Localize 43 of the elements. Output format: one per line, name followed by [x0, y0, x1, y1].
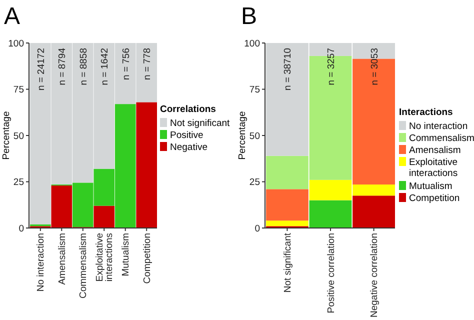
x-tick-label: Not significant: [282, 232, 294, 293]
y-axis-title: Percentage: [1, 111, 12, 160]
y-tick-label: 0: [18, 223, 24, 234]
x-tick-label: Amensalism: [56, 232, 68, 285]
annotation: n = 778: [142, 48, 154, 80]
x-tick-label: Competition: [142, 233, 153, 284]
legend-label: Commensalism: [409, 133, 474, 144]
legend-label: Positive: [170, 130, 204, 141]
annotation: n = 8858: [78, 48, 90, 86]
annotation: n = 24172: [36, 48, 47, 91]
x-tick-label: No interaction: [36, 233, 47, 292]
y-tick-label: 25: [249, 177, 260, 188]
y-tick-label: 100: [244, 38, 260, 50]
x-tick-label: Exploitative interactions: [94, 232, 116, 282]
annotation: n = 3053: [369, 48, 380, 86]
y-tick-label: 25: [13, 177, 24, 188]
annotation: n = 3257: [326, 48, 337, 86]
y-tick-label: 100: [8, 38, 24, 50]
chart-title: A: [4, 3, 20, 30]
legend-label: No interaction: [409, 121, 468, 132]
x-tick-label: Mutualism: [120, 232, 132, 276]
legend-label: Competition: [409, 193, 460, 204]
legend-title: Interactions: [399, 107, 453, 118]
legend-label: Negative: [170, 142, 208, 153]
legend-label: Amensalism: [409, 145, 461, 156]
annotation: n = 1642: [100, 48, 111, 86]
y-tick-label: 50: [249, 130, 260, 142]
y-tick-label: 50: [13, 130, 24, 142]
annotation: n = 8794: [57, 48, 68, 86]
y-tick-label: 75: [13, 84, 24, 96]
chart-title: B: [241, 3, 258, 30]
y-axis-title: Percentage: [237, 111, 248, 160]
legend-label: Not significant: [170, 118, 230, 129]
annotation: n = 756: [120, 48, 132, 80]
x-tick-label: Positive correlation: [326, 233, 337, 314]
legend-label: Mutualism: [409, 181, 452, 192]
y-tick-label: 0: [254, 223, 260, 234]
x-tick-label: Negative correlation: [369, 233, 380, 318]
x-tick-label: Commensalism: [78, 232, 90, 298]
legend-label: Exploitative interactions: [409, 157, 458, 179]
annotation: n = 38710: [282, 48, 294, 91]
y-tick-label: 75: [249, 84, 260, 96]
legend-title: Correlations: [160, 104, 216, 115]
